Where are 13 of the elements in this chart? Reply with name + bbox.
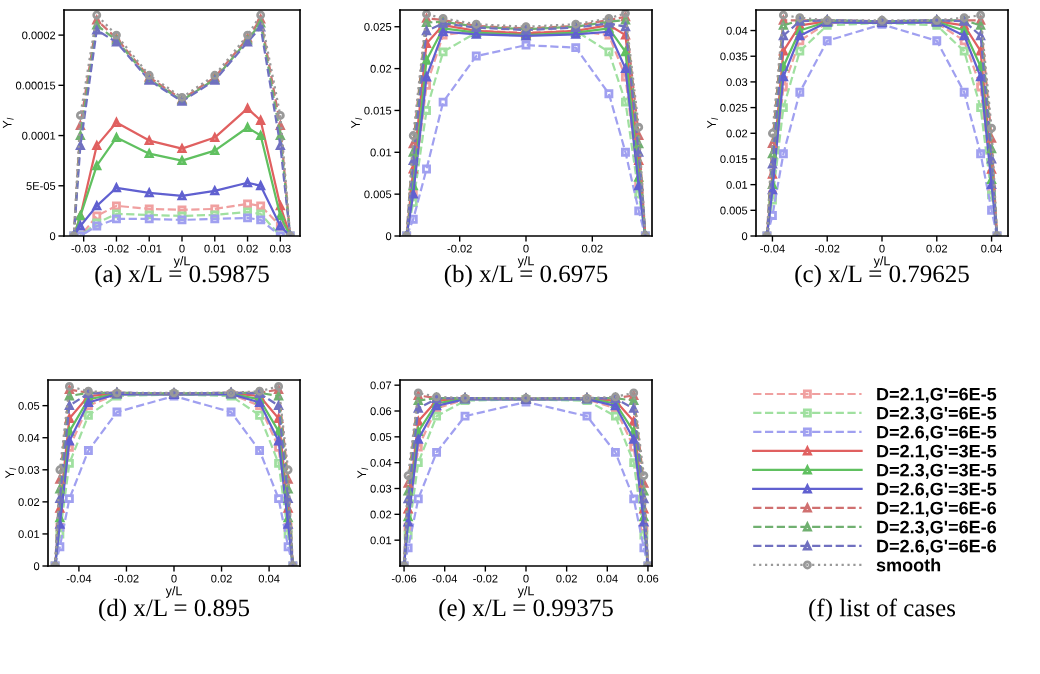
text: D=2.3,G'=6E-5	[877, 406, 997, 423]
text: D=2.3,G'=3E-5	[877, 463, 997, 480]
text: D=2.1,G'=6E-5	[877, 387, 997, 404]
text: (f) list of cases	[809, 598, 956, 622]
text: D=2.6,G'=6E-6	[877, 539, 997, 556]
text: D=2.6,G'=3E-5	[877, 482, 997, 499]
text: D=2.1,G'=3E-5	[877, 444, 997, 461]
text: smooth	[876, 558, 941, 572]
text: D=2.6,G'=6E-5	[877, 425, 997, 442]
text: (e) x/L = 0.99375	[439, 598, 613, 622]
text: D=2.3,G'=6E-6	[877, 520, 997, 537]
text: D=2.1,G'=6E-6	[877, 501, 997, 518]
text: (d) x/L = 0.895	[99, 598, 250, 622]
